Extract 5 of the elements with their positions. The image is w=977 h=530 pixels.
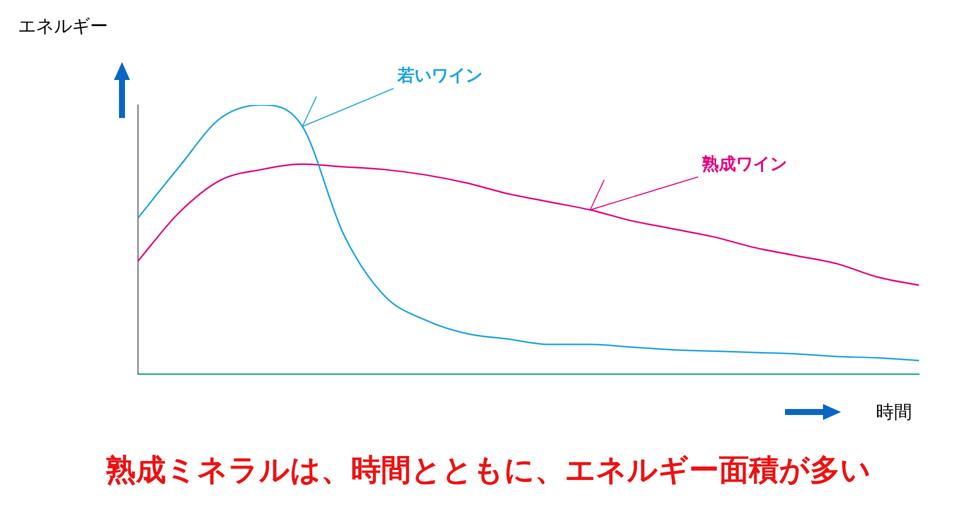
text: 熟成ワイン [701,154,788,174]
x-axis-title: 時間 [876,401,912,424]
text: 熟成ミネラルは、時間とともに、エネルギー面積が多い [104,452,872,490]
y-axis-title: エネルギー [18,15,108,38]
text: 若いワイン [396,66,482,86]
